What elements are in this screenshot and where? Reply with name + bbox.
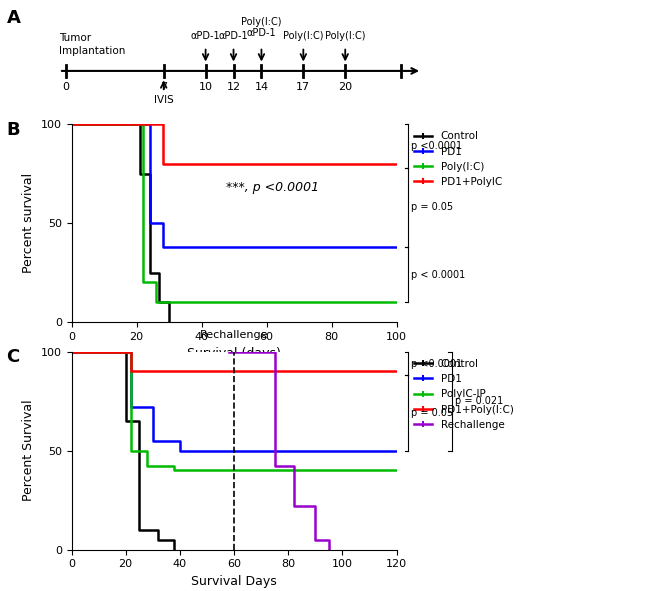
Text: p < 0.0001: p < 0.0001 — [411, 269, 465, 280]
Text: p <0.0001: p <0.0001 — [411, 141, 463, 151]
Y-axis label: Percent survival: Percent survival — [22, 173, 35, 273]
Text: IVIS: IVIS — [154, 95, 174, 105]
Text: p = 0.05: p = 0.05 — [411, 408, 454, 418]
Text: 14: 14 — [254, 82, 268, 92]
Text: C: C — [6, 348, 20, 365]
Text: 20: 20 — [338, 82, 352, 92]
Text: ***, p <0.0001: ***, p <0.0001 — [226, 181, 320, 194]
Text: αPD-1: αPD-1 — [246, 28, 276, 38]
Text: 0: 0 — [62, 82, 70, 92]
Text: Rechallenge: Rechallenge — [200, 330, 268, 340]
Text: 17: 17 — [296, 82, 311, 92]
Text: 10: 10 — [199, 82, 213, 92]
Text: Poly(I:C): Poly(I:C) — [241, 17, 281, 27]
Legend: Control, PD1, Poly(I:C), PD1+PolyIC: Control, PD1, Poly(I:C), PD1+PolyIC — [411, 129, 504, 189]
Text: p <0.0001: p <0.0001 — [411, 359, 463, 369]
Text: A: A — [6, 9, 20, 27]
Legend: Control, PD1, PolyIC-IP, PD1+Poly(I:C), Rechallenge: Control, PD1, PolyIC-IP, PD1+Poly(I:C), … — [411, 357, 515, 432]
Text: Poly(I:C): Poly(I:C) — [283, 31, 324, 41]
Text: p = 0.021: p = 0.021 — [455, 396, 503, 406]
X-axis label: Survival Days: Survival Days — [191, 575, 277, 588]
X-axis label: Survival (days): Survival (days) — [187, 348, 281, 361]
Text: p = 0.05: p = 0.05 — [411, 202, 454, 212]
Text: Poly(I:C): Poly(I:C) — [325, 31, 365, 41]
Text: 12: 12 — [226, 82, 240, 92]
Text: Tumor
Implantation: Tumor Implantation — [59, 33, 125, 56]
Text: αPD-1: αPD-1 — [218, 31, 248, 41]
Text: αPD-1: αPD-1 — [191, 31, 220, 41]
Text: B: B — [6, 121, 20, 139]
Y-axis label: Percent Survival: Percent Survival — [22, 400, 35, 501]
Text: 7: 7 — [160, 82, 167, 92]
